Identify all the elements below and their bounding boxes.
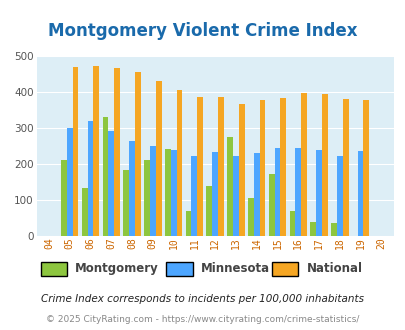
Text: Crime Index corresponds to incidents per 100,000 inhabitants: Crime Index corresponds to incidents per… — [41, 294, 364, 304]
Bar — [217, 97, 223, 236]
Bar — [315, 149, 321, 236]
Bar — [289, 211, 294, 236]
Bar — [102, 116, 108, 236]
Bar — [274, 148, 280, 236]
Bar — [232, 156, 238, 236]
Bar — [238, 104, 244, 236]
Bar — [362, 100, 369, 236]
Bar — [108, 131, 114, 236]
Text: Minnesota: Minnesota — [200, 262, 269, 276]
Bar — [321, 94, 327, 236]
Bar — [156, 81, 161, 236]
Bar — [227, 137, 232, 236]
Bar — [191, 156, 197, 236]
Bar — [301, 93, 306, 236]
Bar — [129, 141, 135, 236]
Bar — [123, 170, 129, 236]
Bar — [144, 160, 149, 236]
Bar — [212, 152, 217, 236]
Bar — [336, 156, 342, 236]
Bar — [93, 66, 99, 236]
Bar — [72, 67, 78, 236]
Bar — [342, 99, 347, 236]
Bar — [253, 153, 259, 236]
Bar — [330, 223, 336, 236]
Bar — [67, 128, 72, 236]
Bar — [268, 174, 274, 236]
Bar — [197, 97, 202, 236]
Bar — [247, 198, 253, 236]
Bar — [171, 150, 176, 236]
Bar — [149, 147, 156, 236]
Bar — [357, 151, 362, 236]
Bar — [82, 188, 87, 236]
Bar — [114, 68, 120, 236]
Bar — [185, 211, 191, 236]
Bar — [294, 148, 301, 236]
Text: Montgomery Violent Crime Index: Montgomery Violent Crime Index — [48, 22, 357, 40]
Text: © 2025 CityRating.com - https://www.cityrating.com/crime-statistics/: © 2025 CityRating.com - https://www.city… — [46, 315, 359, 324]
Bar — [61, 160, 67, 236]
Bar — [164, 149, 171, 236]
Bar — [280, 98, 286, 236]
Text: Montgomery: Montgomery — [75, 262, 158, 276]
Bar — [176, 90, 182, 236]
Bar — [135, 72, 141, 236]
Bar — [206, 186, 212, 236]
Bar — [87, 121, 93, 236]
Bar — [309, 222, 315, 236]
Bar — [259, 100, 265, 236]
Text: National: National — [306, 262, 362, 276]
